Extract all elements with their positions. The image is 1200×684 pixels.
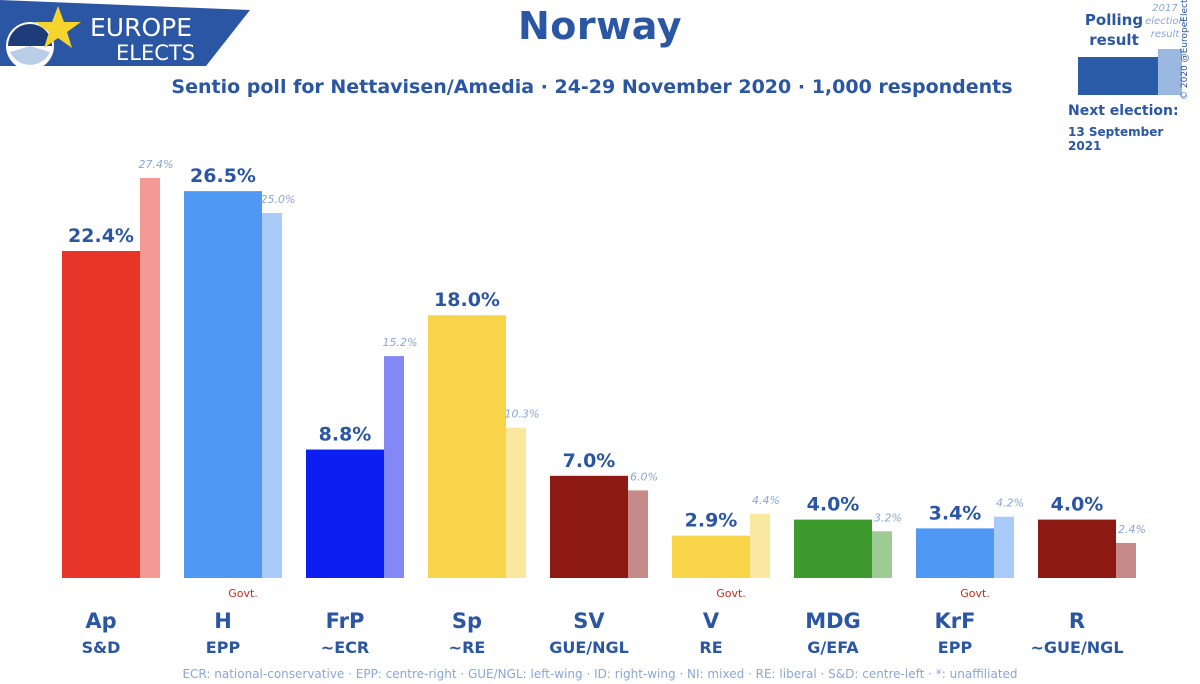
europe-elects-logo: EUROPE ELECTS	[0, 0, 260, 70]
value-label-h: 26.5%	[190, 165, 256, 187]
legend-poll-line-1: Polling	[1084, 11, 1144, 29]
prev-label-frp: 15.2%	[383, 336, 418, 349]
group-label-h: EPP	[206, 638, 241, 657]
bar-previous-r	[1116, 542, 1136, 578]
bar-poll-frp	[306, 449, 384, 578]
prev-label-h: 25.0%	[261, 193, 296, 206]
next-election-label: Next election:	[1068, 103, 1179, 119]
category-label-sv: SV	[573, 609, 605, 633]
legend-prev-line-2: election	[1145, 16, 1185, 27]
category-label-mdg: MDG	[805, 609, 861, 633]
govt-label-h: Govt.	[228, 587, 258, 600]
bar-previous-mdg	[872, 531, 892, 578]
category-label-sp: Sp	[452, 609, 482, 633]
legend-prev-line-1: 2017	[1152, 3, 1178, 14]
value-label-ap: 22.4%	[68, 225, 134, 247]
chart-legend: Polling result 2017 election result Next…	[1068, 0, 1200, 153]
category-label-r: R	[1069, 609, 1085, 633]
bar-previous-sp	[506, 427, 526, 578]
prev-label-ap: 27.4%	[139, 158, 174, 171]
value-label-mdg: 4.0%	[807, 494, 860, 516]
bar-poll-v	[672, 535, 750, 578]
legend-previous-swatch	[1158, 49, 1182, 95]
value-label-sv: 7.0%	[563, 450, 616, 472]
page-title: Norway	[518, 4, 682, 48]
value-label-v: 2.9%	[685, 510, 738, 532]
legend-poll-line-2: result	[1089, 31, 1139, 49]
value-label-r: 4.0%	[1051, 494, 1104, 516]
govt-label-v: Govt.	[716, 587, 746, 600]
bar-poll-ap	[62, 250, 140, 578]
group-label-sp: ~RE	[449, 638, 486, 657]
next-election-date: 13 September 2021	[1068, 125, 1164, 153]
prev-label-krf: 4.2%	[996, 497, 1024, 510]
page-subtitle: Sentio poll for Nettavisen/Amedia · 24-2…	[171, 76, 1013, 98]
bar-previous-h	[262, 213, 282, 578]
group-label-v: RE	[699, 638, 722, 657]
logo-text-elects: ELECTS	[116, 41, 195, 65]
group-label-mdg: G/EFA	[807, 638, 859, 657]
legend-poll-label: Polling result	[1084, 10, 1144, 50]
govt-label-krf: Govt.	[960, 587, 990, 600]
category-label-frp: FrP	[326, 609, 365, 633]
bar-previous-sv	[628, 490, 648, 578]
bar-poll-sp	[428, 315, 506, 578]
group-label-krf: EPP	[938, 638, 973, 657]
prev-label-v: 4.4%	[752, 494, 780, 507]
bar-poll-h	[184, 191, 262, 579]
group-label-r: ~GUE/NGL	[1030, 638, 1123, 657]
footnote: ECR: national-conservative · EPP: centre…	[182, 667, 1018, 681]
legend-poll-swatch	[1078, 57, 1158, 95]
bar-previous-v	[750, 513, 770, 578]
logo-text-europe: EUROPE	[90, 13, 192, 42]
prev-label-sp: 10.3%	[505, 408, 540, 421]
bar-chart: 22.4% 27.4% Ap S&D 26.5% 25.0% Govt. H EPP 8.8% 15…	[62, 158, 1146, 657]
bar-previous-frp	[384, 356, 404, 578]
legend-previous-label: 2017 election result	[1142, 2, 1188, 41]
bar-poll-r	[1038, 519, 1116, 578]
prev-label-mdg: 3.2%	[874, 511, 902, 524]
category-label-ap: Ap	[85, 609, 116, 633]
category-label-v: V	[703, 609, 720, 633]
category-label-krf: KrF	[935, 609, 976, 633]
bar-previous-krf	[994, 516, 1014, 578]
group-label-ap: S&D	[82, 638, 121, 657]
value-label-sp: 18.0%	[434, 289, 500, 311]
group-label-frp: ~ECR	[321, 638, 369, 657]
category-label-h: H	[214, 609, 232, 633]
prev-label-r: 2.4%	[1118, 523, 1146, 536]
bar-poll-sv	[550, 475, 628, 578]
prev-label-sv: 6.0%	[630, 470, 658, 483]
legend-prev-line-3: result	[1150, 29, 1180, 40]
bar-previous-ap	[140, 178, 160, 578]
group-label-sv: GUE/NGL	[549, 638, 629, 657]
bar-poll-mdg	[794, 519, 872, 578]
bar-poll-krf	[916, 528, 994, 578]
value-label-frp: 8.8%	[319, 424, 372, 446]
value-label-krf: 3.4%	[929, 502, 982, 524]
